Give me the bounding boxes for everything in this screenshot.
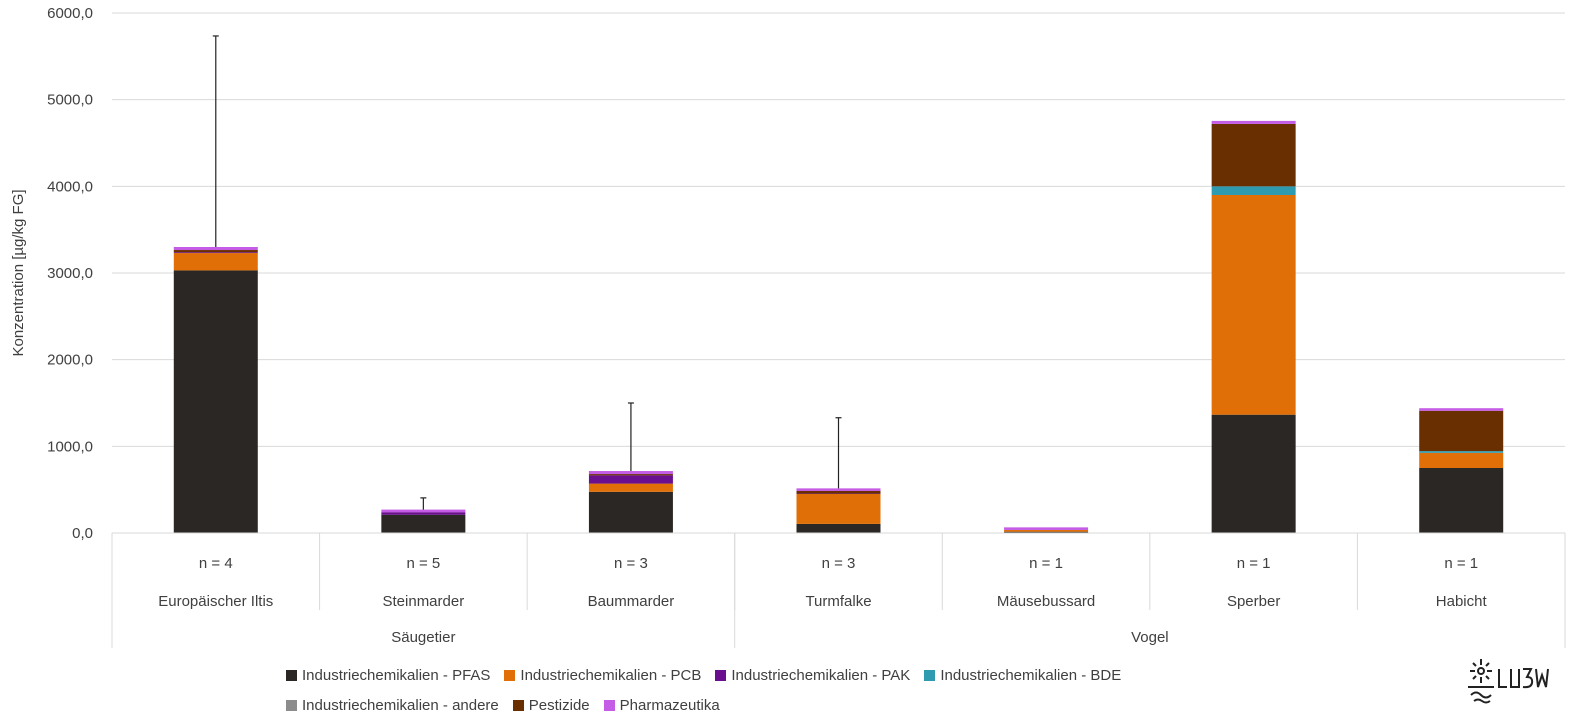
legend-item: Industriechemikalien - BDE (924, 667, 1121, 684)
legend-swatch (715, 670, 726, 681)
y-tick-label: 0,0 (72, 525, 93, 542)
legend-swatch (504, 670, 515, 681)
bar-segment (1419, 408, 1503, 411)
y-axis-label: Konzentration [µg/kg FG] (10, 189, 27, 356)
legend-swatch (513, 700, 524, 711)
y-tick-label: 6000,0 (47, 5, 93, 22)
bars (174, 36, 1503, 533)
legend-swatch (286, 700, 297, 711)
bar-segment (1419, 453, 1503, 468)
legend-item: Pestizide (513, 697, 590, 714)
legend-swatch (924, 670, 935, 681)
y-axis-ticks: 0,0 1000,0 2000,0 3000,0 4000,0 5000,0 6000,0 (47, 5, 93, 542)
bar-segment (1212, 121, 1296, 124)
x-axis: n = 4 Europäischer Iltis n = 5 Steinmarder n… (112, 533, 1565, 648)
y-tick-label: 3000,0 (47, 265, 93, 282)
lubw-logo (1466, 657, 1566, 717)
legend-label: Industriechemikalien - PFAS (302, 667, 490, 684)
n-label: n = 4 (199, 555, 233, 572)
category-label: Mäusebussard (997, 593, 1095, 610)
legend-swatch (286, 670, 297, 681)
bar-segment (1212, 195, 1296, 415)
legend-item: Pharmazeutika (604, 697, 720, 714)
group-label: Vogel (1131, 629, 1169, 646)
n-label: n = 1 (1029, 555, 1063, 572)
category-label: Turmfalke (805, 593, 871, 610)
legend-label: Pestizide (529, 697, 590, 714)
category-label: Sperber (1227, 593, 1280, 610)
bar-segment (797, 491, 881, 494)
y-tick-label: 5000,0 (47, 92, 93, 109)
bar-segment (589, 471, 673, 474)
bar-segment (381, 510, 465, 513)
group-label: Säugetier (391, 629, 455, 646)
category-label: Habicht (1436, 593, 1488, 610)
bar-segment (174, 270, 258, 533)
bar-segment (589, 484, 673, 492)
legend-item: Industriechemikalien - PFAS (286, 667, 490, 684)
y-tick-label: 4000,0 (47, 178, 93, 195)
bar-segment (174, 247, 258, 250)
n-label: n = 3 (614, 555, 648, 572)
legend-label: Industriechemikalien - BDE (940, 667, 1121, 684)
y-tick-label: 1000,0 (47, 438, 93, 455)
n-label: n = 1 (1444, 555, 1478, 572)
bar-segment (1419, 468, 1503, 533)
bar-segment (1212, 415, 1296, 533)
category-label: Europäischer Iltis (158, 593, 273, 610)
bar-segment (381, 515, 465, 533)
bar-segment (174, 253, 258, 270)
bar-segment (1419, 411, 1503, 451)
bar-segment (381, 512, 465, 515)
category-label: Steinmarder (383, 593, 465, 610)
bar-segment (1419, 451, 1503, 453)
legend-item: Industriechemikalien - andere (286, 697, 499, 714)
y-tick-label: 2000,0 (47, 352, 93, 369)
bar-segment (174, 250, 258, 252)
legend-label: Pharmazeutika (620, 697, 720, 714)
bar-segment (797, 524, 881, 533)
category-label: Baummarder (588, 593, 675, 610)
legend-item: Industriechemikalien - PCB (504, 667, 701, 684)
bar-segment (797, 494, 881, 524)
bar-segment (1004, 527, 1088, 530)
n-label: n = 5 (406, 555, 440, 572)
bar-segment (1004, 530, 1088, 532)
legend-label: Industriechemikalien - PAK (731, 667, 910, 684)
bar-segment (1212, 186, 1296, 195)
n-label: n = 3 (822, 555, 856, 572)
legend: Industriechemikalien - PFAS Industriechem… (286, 660, 1286, 720)
legend-swatch (604, 700, 615, 711)
n-label: n = 1 (1237, 555, 1271, 572)
legend-label: Industriechemikalien - PCB (520, 667, 701, 684)
bar-segment (589, 492, 673, 533)
bar-segment (589, 474, 673, 475)
bar-segment (1212, 124, 1296, 186)
bar-segment (174, 252, 258, 253)
bar-segment (589, 475, 673, 483)
legend-label: Industriechemikalien - andere (302, 697, 499, 714)
bar-segment (797, 488, 881, 491)
legend-item: Industriechemikalien - PAK (715, 667, 910, 684)
